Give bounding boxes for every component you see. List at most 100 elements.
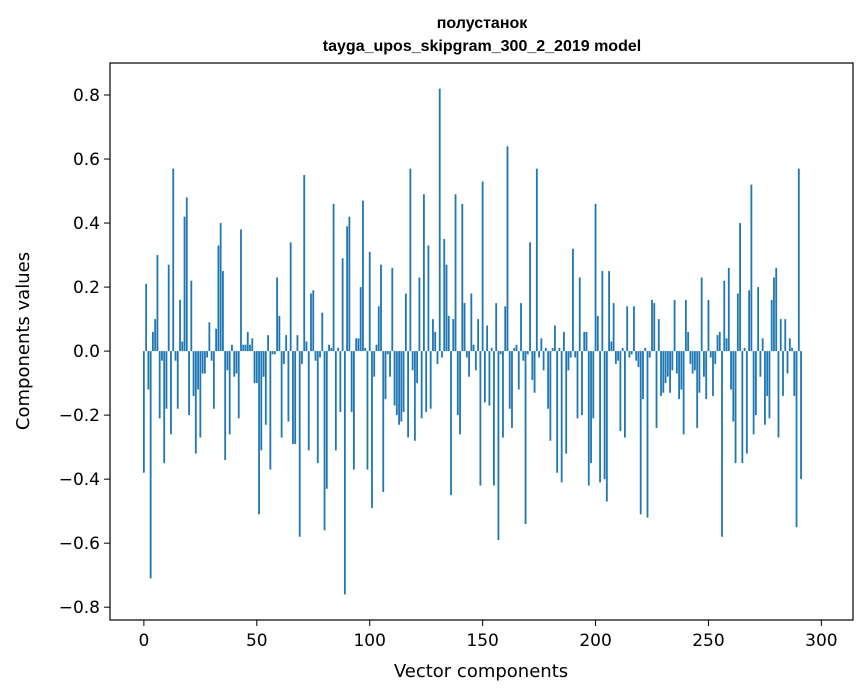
bar <box>522 351 525 361</box>
bar <box>782 351 784 396</box>
bar <box>395 351 398 416</box>
bar <box>260 351 263 451</box>
bar <box>264 351 267 425</box>
bar <box>298 351 301 537</box>
bar <box>655 351 658 428</box>
bar <box>481 181 484 352</box>
x-tick-label: 100 <box>353 631 385 651</box>
y-tick-label: 0.6 <box>73 150 100 170</box>
bar <box>438 88 441 352</box>
bar <box>791 347 793 352</box>
bar <box>185 197 188 352</box>
y-tick-label: −0.6 <box>59 534 100 554</box>
bar <box>666 351 669 377</box>
bar <box>371 351 373 508</box>
bar <box>705 351 708 400</box>
bar <box>156 255 159 352</box>
bar <box>456 351 459 416</box>
bar <box>734 351 737 464</box>
bar <box>386 351 389 355</box>
bar <box>544 347 547 352</box>
bar <box>743 347 746 352</box>
bar <box>529 242 531 352</box>
bar <box>355 338 358 352</box>
bars-group <box>142 88 802 595</box>
bar <box>675 351 678 374</box>
bar <box>470 293 473 352</box>
bar <box>307 351 310 451</box>
bar <box>721 351 723 537</box>
bar <box>684 299 687 352</box>
plot-area-frame <box>109 62 854 621</box>
bar <box>506 146 509 352</box>
bar <box>558 347 561 352</box>
bar <box>269 351 272 470</box>
bar <box>766 351 769 396</box>
bar <box>468 351 470 377</box>
bar <box>504 306 507 352</box>
bar <box>653 303 656 352</box>
bar <box>603 351 606 480</box>
bar <box>262 351 265 377</box>
bar <box>366 351 369 470</box>
bar <box>493 351 495 486</box>
bar <box>644 347 647 352</box>
bar <box>359 287 362 352</box>
bar <box>474 351 477 371</box>
bar <box>691 351 694 374</box>
chart-subtitle: tayga_upos_skipgram_300_2_2019 model <box>323 38 641 55</box>
bar <box>472 344 475 352</box>
bar <box>271 351 274 355</box>
bar <box>524 351 527 524</box>
bar <box>226 351 229 371</box>
bar <box>203 351 206 374</box>
bar <box>795 351 798 528</box>
bar <box>251 338 254 352</box>
bar <box>179 299 181 352</box>
bar <box>761 338 764 352</box>
bar <box>314 351 317 361</box>
bar <box>183 216 186 352</box>
bar <box>689 351 692 364</box>
bar <box>375 344 378 352</box>
bar <box>188 351 190 416</box>
bar <box>273 351 276 355</box>
bar <box>748 290 751 352</box>
bar <box>651 299 653 352</box>
bar <box>267 335 269 352</box>
bar <box>194 351 197 454</box>
bar <box>253 351 256 384</box>
bar <box>648 351 651 358</box>
bar <box>233 351 236 377</box>
bar <box>237 351 240 419</box>
bar <box>192 351 195 396</box>
bar <box>163 351 166 464</box>
bar <box>382 351 385 492</box>
bar <box>181 341 184 352</box>
bar <box>323 351 326 531</box>
bar <box>276 277 279 352</box>
bar <box>368 251 371 352</box>
bar <box>447 315 450 352</box>
bar <box>671 351 674 371</box>
bar <box>599 351 601 483</box>
bar <box>418 277 421 352</box>
bar <box>628 351 631 358</box>
bar <box>511 351 513 428</box>
bar <box>497 351 500 540</box>
bar <box>700 277 703 352</box>
x-tick-label: 150 <box>466 631 498 651</box>
bar <box>154 319 157 352</box>
bar <box>384 351 387 400</box>
bar <box>174 351 177 361</box>
bar <box>707 299 710 352</box>
bar <box>393 351 396 406</box>
bar <box>739 223 741 352</box>
bar <box>800 351 802 480</box>
bar <box>612 303 615 352</box>
bar <box>727 267 730 352</box>
bar <box>337 347 339 352</box>
bar <box>732 351 735 422</box>
bar <box>520 303 522 352</box>
bar <box>310 293 312 352</box>
